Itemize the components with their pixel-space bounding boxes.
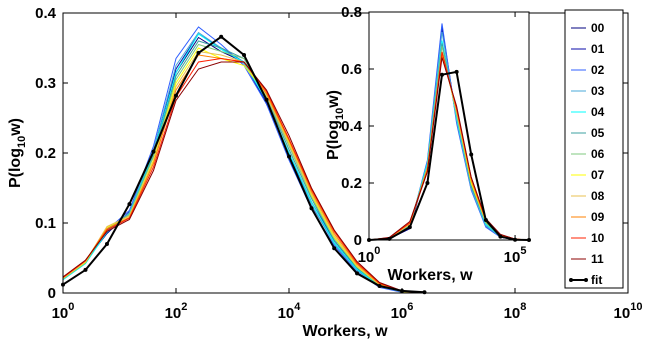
main-x-tick-base: 10 [52, 305, 69, 322]
main-x-tick-base: 10 [165, 305, 182, 322]
main-y-tick-label: 0.1 [35, 215, 56, 232]
inset-fit-point [407, 225, 412, 230]
inset-y-ticks: 0 0.2 0.4 0.6 0.8 [341, 4, 529, 249]
legend-label-08: 08 [591, 189, 605, 203]
main-x-tick-exp: 10 [630, 301, 642, 313]
main-fit-point [151, 149, 156, 154]
inset-fit-point [425, 181, 430, 185]
main-x-ticks: 100 102 104 106 108 1010 [52, 13, 643, 322]
inset-x-tick-label: 100 [358, 245, 381, 266]
main-x-axis-label: Workers, w [302, 323, 388, 340]
main-fit-point [104, 242, 109, 246]
inset-y-tick-label: 0.6 [341, 61, 362, 78]
main-y-label-sub: 10 [16, 136, 28, 148]
main-x-tick-exp: 8 [520, 301, 526, 313]
inset-x-axis-label: Workers, w [387, 267, 473, 284]
main-fit-point [422, 290, 427, 295]
legend-label-10: 10 [591, 231, 605, 245]
main-y-label-tail: w) [7, 118, 24, 137]
inset-x-tick-base: 10 [504, 249, 521, 266]
legend-label-05: 05 [591, 126, 605, 140]
legend-label-01: 01 [591, 42, 605, 56]
main-fit-point [264, 97, 269, 102]
main-fit-point [196, 50, 201, 55]
main-x-tick-base: 10 [278, 305, 295, 322]
inset-y-tick-label: 0.2 [341, 175, 362, 192]
main-fit-point [127, 202, 132, 207]
legend-label-04: 04 [591, 105, 605, 119]
legend-box [564, 9, 624, 289]
main-fit-point [355, 271, 360, 276]
main-y-tick-label: 0.2 [35, 145, 56, 162]
main-fit-group [61, 34, 427, 295]
main-y-label-base: P(log [7, 148, 24, 188]
inset-fit-point [469, 152, 474, 157]
legend-label-09: 09 [591, 210, 605, 224]
main-plot: 100 102 104 106 108 1010 00.10.20.30.4 Worker… [7, 5, 642, 340]
inset-y-label-tail: w) [325, 90, 342, 109]
legend-label-00: 00 [591, 21, 605, 35]
main-x-tick-exp: 6 [407, 301, 413, 313]
inset-fit-point [454, 69, 459, 74]
inset-background [369, 12, 529, 240]
main-y-tick-label: 0.3 [35, 75, 56, 92]
main-x-tick-exp: 2 [181, 301, 187, 313]
legend-label-fit: fit [591, 273, 602, 287]
inset-series-line-11 [368, 57, 530, 241]
main-x-tick-exp: 0 [68, 301, 74, 313]
main-y-ticks: 0 0.1 0.2 0.3 0.4 [35, 5, 628, 302]
inset-fit-point [440, 72, 445, 77]
main-y-tick-label: 0 [48, 285, 56, 302]
legend-label-07: 07 [591, 168, 605, 182]
main-series-line-11 [62, 61, 425, 294]
main-x-tick-base: 10 [391, 305, 408, 322]
legend-entries: 00 01 02 03 04 05 06 07 08 09 10 11 fit [569, 21, 605, 287]
legend-fit-marker [569, 278, 573, 282]
inset-y-tick-label: 0.4 [341, 118, 363, 135]
inset-fit-point [483, 218, 488, 223]
inset-y-label-sub: 10 [334, 108, 346, 120]
inset-plot: 100 105 00.20.40.60.8 Workers, w P(log10w… [325, 4, 531, 284]
inset-y-label-base: P(log [325, 120, 342, 160]
main-x-tick-label: 100 [52, 301, 75, 322]
main-x-tick-exp: 4 [294, 301, 301, 313]
main-fit-point [242, 53, 247, 57]
legend-fit-marker [584, 278, 588, 282]
main-y-axis-label: P(log10w) [7, 118, 28, 188]
legend-label-03: 03 [591, 84, 605, 98]
main-fit-point [287, 154, 291, 159]
main-x-tick-label: 106 [391, 301, 414, 322]
legend: 00 01 02 03 04 05 06 07 08 09 10 11 fit [564, 9, 624, 289]
main-x-tick-label: 102 [165, 301, 188, 322]
inset-y-tick-label: 0.8 [341, 4, 362, 21]
inset-x-tick-exp: 0 [374, 245, 380, 257]
main-x-tick-label: 1010 [614, 301, 643, 322]
main-fit-point [219, 34, 224, 39]
main-fit-point [309, 206, 314, 211]
main-x-tick-base: 10 [504, 305, 521, 322]
main-fit-point [332, 246, 337, 251]
main-fit-point [174, 93, 178, 98]
inset-y-tick-label: 0 [354, 232, 362, 249]
legend-label-02: 02 [591, 63, 605, 77]
inset-fit-point [498, 234, 503, 239]
inset-y-axis-label: P(log10w) [325, 90, 346, 160]
inset-x-tick-exp: 5 [520, 245, 526, 257]
main-x-tick-label: 104 [278, 301, 302, 322]
inset-x-tick-base: 10 [358, 249, 375, 266]
main-fit-point [377, 284, 382, 288]
main-fit-point [83, 267, 88, 272]
main-y-tick-label: 0.4 [35, 5, 57, 22]
legend-label-06: 06 [591, 147, 605, 161]
main-x-tick-base: 10 [614, 305, 631, 322]
inset-x-ticks: 100 105 [358, 12, 527, 266]
legend-label-11: 11 [591, 252, 604, 266]
inset-x-tick-label: 105 [504, 245, 527, 266]
main-x-tick-label: 108 [504, 301, 527, 322]
